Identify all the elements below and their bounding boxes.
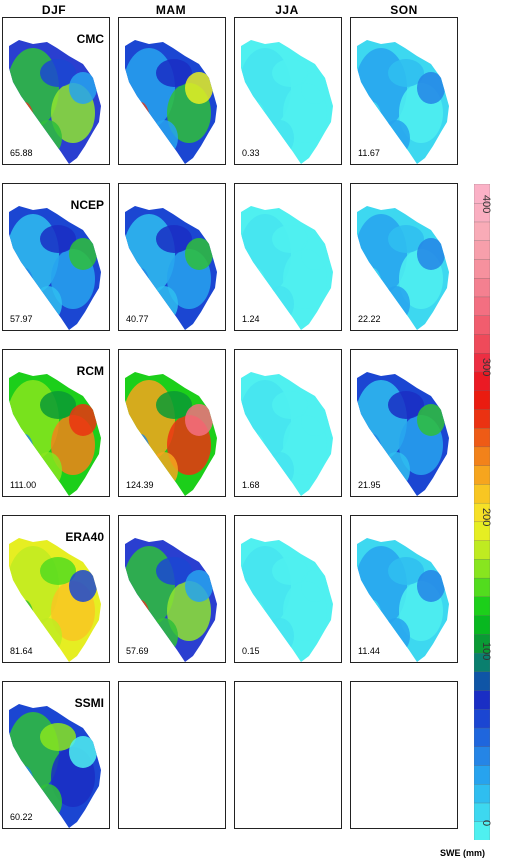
colorbar-swatch xyxy=(474,296,490,316)
basin-map xyxy=(9,40,101,164)
colorbar-swatch xyxy=(474,483,490,504)
map-panel: CMC 65.88 xyxy=(2,17,110,165)
map-panel: 11.67 xyxy=(350,17,458,165)
column-header-jja: JJA xyxy=(275,3,299,17)
map-panel xyxy=(118,681,226,829)
mean-swe-value: 60.22 xyxy=(10,812,33,822)
mean-swe-value: 22.22 xyxy=(358,314,381,324)
colorbar-title: SWE (mm) xyxy=(440,848,485,858)
map-panel: 124.39 xyxy=(118,349,226,497)
colorbar-swatch xyxy=(474,258,490,279)
colorbar-swatch xyxy=(474,746,490,766)
colorbar-swatch xyxy=(474,240,490,260)
map-panel: 0.15 xyxy=(234,515,342,663)
mean-swe-value: 124.39 xyxy=(126,480,154,490)
colorbar-swatch xyxy=(474,577,490,597)
colorbar-tick-label: 0 xyxy=(480,820,492,827)
colorbar-swatch xyxy=(474,184,490,204)
basin-map xyxy=(357,538,449,662)
mean-swe-value: 0.33 xyxy=(242,148,260,158)
model-label: RCM xyxy=(76,364,104,378)
colorbar-swatch xyxy=(474,558,490,579)
map-panel: 21.95 xyxy=(350,349,458,497)
mean-swe-value: 57.69 xyxy=(126,646,149,656)
mean-swe-value: 1.24 xyxy=(242,314,260,324)
colorbar-tick-label: 300 xyxy=(480,358,492,377)
colorbar-tick-label: 200 xyxy=(480,508,492,527)
basin-map xyxy=(9,704,101,828)
colorbar-swatch xyxy=(474,408,490,429)
mean-swe-value: 0.15 xyxy=(242,646,260,656)
colorbar-tick-label: 100 xyxy=(480,642,492,661)
colorbar-swatch xyxy=(474,727,490,747)
map-panel: 1.68 xyxy=(234,349,342,497)
colorbar-swatch xyxy=(474,464,490,485)
colorbar-swatch xyxy=(474,315,490,335)
mean-swe-value: 11.67 xyxy=(358,148,380,158)
map-panel: 1.24 xyxy=(234,183,342,331)
colorbar-swatch xyxy=(474,802,490,822)
colorbar-swatch xyxy=(474,708,490,729)
colorbar-swatch xyxy=(474,596,490,616)
map-panel xyxy=(234,681,342,829)
colorbar-swatch xyxy=(474,539,490,560)
basin-map xyxy=(241,40,333,164)
colorbar-swatch xyxy=(474,333,490,354)
mean-swe-value: 57.97 xyxy=(10,314,33,324)
basin-map xyxy=(9,538,101,662)
mean-swe-value: 11.44 xyxy=(358,646,380,656)
colorbar xyxy=(474,184,490,840)
colorbar-swatch xyxy=(474,689,490,710)
mean-swe-value: 65.88 xyxy=(10,148,33,158)
mean-swe-value: 40.77 xyxy=(126,314,149,324)
basin-map xyxy=(125,372,217,496)
map-panel: RCM 111.00 xyxy=(2,349,110,497)
map-panel: 57.69 xyxy=(118,515,226,663)
column-header-son: SON xyxy=(390,3,418,17)
map-panel: 0.33 xyxy=(234,17,342,165)
basin-map xyxy=(125,206,217,330)
basin-map xyxy=(241,372,333,496)
model-label: ERA40 xyxy=(65,530,104,544)
mean-swe-value: 1.68 xyxy=(242,480,260,490)
colorbar-swatch xyxy=(474,277,490,298)
map-panel: SSMI 60.22 xyxy=(2,681,110,829)
colorbar-swatch xyxy=(474,390,490,410)
basin-map xyxy=(241,538,333,662)
basin-map xyxy=(357,372,449,496)
model-label: CMC xyxy=(76,32,104,46)
model-label: SSMI xyxy=(74,696,104,710)
colorbar-swatch xyxy=(474,783,490,804)
colorbar-swatch xyxy=(474,764,490,785)
mean-swe-value: 81.64 xyxy=(10,646,33,656)
basin-map xyxy=(9,372,101,496)
colorbar-swatch xyxy=(474,221,490,241)
mean-swe-value: 111.00 xyxy=(10,480,37,490)
basin-map xyxy=(125,40,217,164)
mean-swe-value: 21.95 xyxy=(358,480,381,490)
colorbar-swatch xyxy=(474,427,490,448)
model-label: NCEP xyxy=(70,198,104,212)
basin-map xyxy=(9,206,101,330)
column-header-djf: DJF xyxy=(41,3,67,17)
basin-map xyxy=(357,206,449,330)
colorbar-tick-label: 400 xyxy=(480,195,492,214)
colorbar-swatch xyxy=(474,614,490,635)
map-panel: 40.77 xyxy=(118,183,226,331)
map-panel: NCEP 57.97 xyxy=(2,183,110,331)
map-panel: 22.22 xyxy=(350,183,458,331)
map-panel: 11.44 xyxy=(350,515,458,663)
colorbar-swatch xyxy=(474,671,490,691)
basin-map xyxy=(357,40,449,164)
colorbar-swatch xyxy=(474,446,490,466)
basin-map xyxy=(241,206,333,330)
map-panel xyxy=(118,17,226,165)
map-panel: ERA40 81.64 xyxy=(2,515,110,663)
column-header-mam: MAM xyxy=(155,3,187,17)
basin-map xyxy=(125,538,217,662)
map-panel xyxy=(350,681,458,829)
